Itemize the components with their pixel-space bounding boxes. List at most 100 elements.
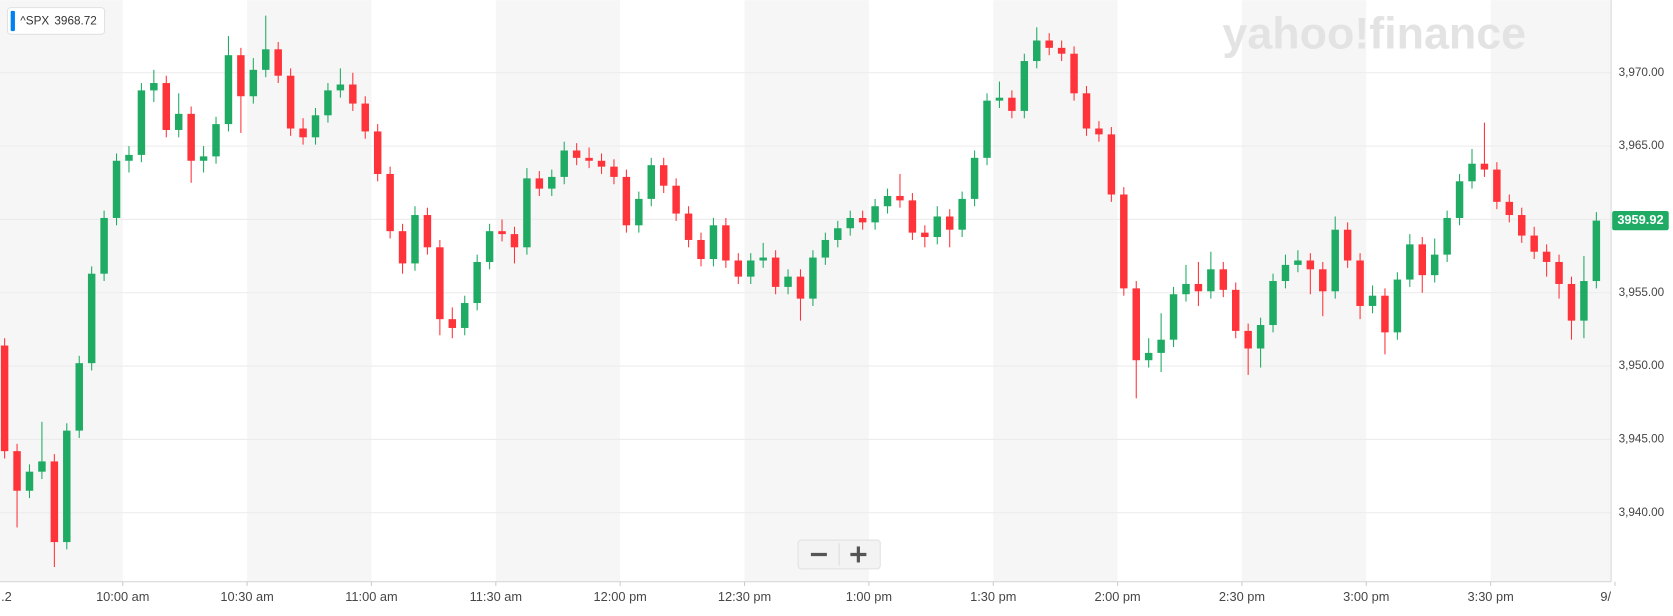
candle-body [448, 319, 457, 328]
last-price-tag: 3959.92 [1612, 211, 1669, 231]
x-tick-label: 11:00 am [345, 589, 397, 604]
candle-body [1418, 244, 1426, 276]
x-tick-label: .2 [1, 589, 12, 604]
candle-body [0, 345, 9, 452]
zoom-out-button[interactable] [799, 541, 838, 568]
candle-body [1070, 53, 1078, 94]
candle-body [1132, 288, 1140, 361]
candle-body [460, 303, 469, 328]
candle-body [150, 83, 158, 91]
candle-body [1480, 163, 1489, 170]
y-tick-label: 3,970.00 [1619, 66, 1665, 79]
watermark-logo: yahoo!finance [1222, 8, 1526, 58]
session-band [495, 0, 621, 582]
candle-body [871, 206, 879, 223]
x-tick-label: 3:00 pm [1343, 589, 1389, 604]
candle-body [237, 55, 245, 97]
candle-body [1343, 229, 1352, 261]
candle-body [1468, 163, 1476, 182]
candle-body [958, 198, 966, 230]
candle-body [1567, 283, 1576, 321]
y-tick-label: 3,955.00 [1619, 286, 1665, 299]
candle-body [262, 49, 270, 70]
candle-body [597, 160, 606, 167]
candle-body [1194, 283, 1203, 292]
candle-body [622, 176, 631, 226]
candle-body [1219, 269, 1228, 290]
candle-body [311, 115, 320, 138]
candle-body [908, 200, 917, 233]
badge-box [6, 7, 106, 35]
candle-body [784, 276, 792, 287]
candle-body [485, 231, 494, 262]
candle-body [771, 257, 780, 287]
candle-body [174, 113, 183, 130]
candle-body [1157, 339, 1165, 353]
candle-body [498, 231, 506, 235]
candle-body [523, 178, 531, 248]
candle-body [1207, 269, 1215, 292]
candle-body [1107, 134, 1116, 195]
candle-body [796, 276, 805, 299]
candle-body [933, 216, 942, 238]
badge-accent [10, 10, 15, 32]
candle-body [983, 100, 991, 158]
candle-body [647, 165, 655, 199]
candle-body [1406, 244, 1414, 280]
candle-body [1057, 47, 1066, 54]
candle-body [75, 363, 83, 431]
candle-body [1580, 281, 1588, 321]
candle-body [1319, 269, 1327, 292]
candle-body [1368, 295, 1377, 306]
candle-body [1356, 260, 1364, 306]
candle-body [1455, 181, 1464, 218]
candle-body [1045, 40, 1053, 48]
zoom-in-button[interactable] [840, 541, 879, 568]
x-tick-label: 12:30 pm [718, 589, 771, 604]
session-band [993, 0, 1118, 582]
candle-body [1393, 279, 1402, 333]
candle-body [50, 461, 59, 543]
axes: .2 10:00 am 10:30 am 11:00 am 11:30 am 12:00 … [1, 66, 1665, 604]
candle-body [1095, 128, 1103, 135]
candle-body [858, 217, 867, 223]
candle-body [684, 213, 693, 240]
candle-body [759, 257, 767, 261]
candle-body [585, 157, 593, 161]
candle-body [896, 195, 904, 201]
candle-body [1033, 40, 1041, 62]
candle-body [336, 84, 345, 91]
last-price-label: 3959.92 [1617, 212, 1663, 227]
candle-body [1231, 289, 1240, 331]
candle-body [1518, 215, 1526, 236]
candle-body [945, 216, 954, 230]
candle-body [1269, 281, 1277, 326]
x-tick-label: 10:30 am [220, 589, 273, 604]
candle-body [1381, 295, 1389, 333]
candle-body [1256, 325, 1265, 349]
y-tick-label: 3,940.00 [1619, 506, 1665, 519]
y-tick-label: 3,965.00 [1619, 139, 1665, 152]
candle-body [510, 234, 519, 248]
candle-body [411, 215, 419, 264]
candle-body [747, 260, 755, 277]
candle-body [212, 124, 220, 157]
candle-body [1144, 352, 1153, 361]
candle-body [1306, 260, 1315, 270]
candle-body [286, 75, 295, 129]
candle-body [423, 215, 432, 248]
candle-body [1542, 251, 1551, 262]
candle-body [1169, 294, 1178, 340]
candle-body [187, 113, 195, 161]
candle-body [722, 225, 730, 261]
candle-body [1430, 254, 1439, 276]
candle-body [398, 231, 407, 264]
candle-body [672, 185, 680, 214]
candle-body [361, 103, 369, 132]
candle-body [548, 176, 556, 189]
y-tick-label: 3,950.00 [1619, 359, 1665, 372]
candle-body [386, 173, 394, 232]
candle-body [324, 90, 332, 116]
